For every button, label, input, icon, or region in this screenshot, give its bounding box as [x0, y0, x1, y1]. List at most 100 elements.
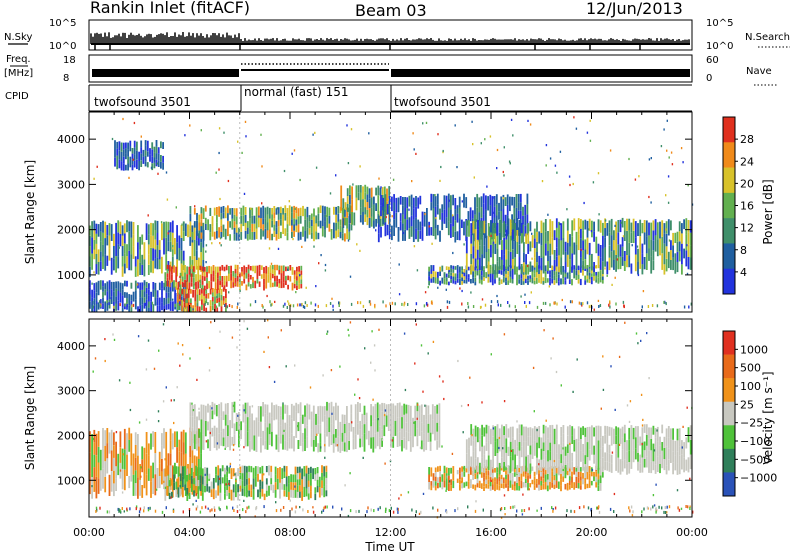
- data-cell-1-2: [299, 431, 302, 446]
- data-cell-0-4: [203, 276, 206, 281]
- data-cell-1-3: [533, 476, 536, 481]
- data-cell-1-4: [481, 457, 483, 469]
- data-cell-1-1: [288, 491, 290, 500]
- data-cell-0-0: [191, 242, 194, 260]
- data-cell-0-2: [160, 161, 162, 169]
- data-cell-1-3: [518, 472, 521, 477]
- data-speck: [461, 271, 464, 275]
- data-cell-0-7: [511, 196, 513, 206]
- data-cell-0-9: [485, 252, 488, 269]
- data-speck: [375, 229, 377, 232]
- data-speck: [157, 420, 160, 423]
- data-cell-0-5: [244, 230, 247, 239]
- data-speck: [198, 279, 200, 283]
- data-speck: [228, 482, 230, 485]
- data-cell-0-7: [506, 194, 509, 205]
- data-cell-1-2: [409, 421, 412, 437]
- data-cell-0-5: [240, 223, 243, 232]
- data-cell-1-0: [165, 431, 168, 453]
- data-cell-0-4: [179, 284, 182, 291]
- data-near-range: [536, 305, 539, 309]
- data-speck: [548, 285, 550, 288]
- data-cell-0-2: [136, 141, 138, 151]
- data-cell-1-2: [363, 433, 366, 443]
- data-cell-0-4: [184, 272, 186, 280]
- data-cell-0-4: [166, 277, 169, 283]
- data-cell-0-8: [542, 281, 545, 285]
- data-cell-1-4: [485, 424, 488, 434]
- data-cell-0-9: [470, 243, 473, 254]
- data-cell-0-0: [180, 237, 183, 251]
- data-cell-1-4: [656, 457, 659, 472]
- data-cell-1-2: [412, 432, 414, 448]
- data-cell-0-4: [186, 281, 189, 290]
- data-cell-0-4: [260, 274, 263, 279]
- data-cell-0-0: [150, 222, 152, 236]
- cpid-segment-2: normal (fast) 151: [244, 85, 348, 99]
- data-cell-0-7: [498, 211, 500, 220]
- data-cell-1-4: [479, 439, 481, 452]
- data-speck: [496, 148, 499, 152]
- data-cell-1-2: [196, 439, 198, 451]
- data-near-range: [542, 301, 545, 305]
- data-near-range: [304, 301, 307, 305]
- data-cell-0-9: [481, 220, 483, 238]
- data-cell-1-1: [232, 468, 235, 477]
- data-cell-0-5: [229, 221, 231, 228]
- data-cell-0-1: [143, 297, 146, 303]
- data-near-range: [236, 305, 238, 309]
- data-cell-0-0: [128, 240, 131, 251]
- data-cell-0-9: [476, 220, 479, 230]
- data-speck: [555, 370, 558, 374]
- data-cell-1-4: [606, 452, 609, 462]
- data-speck: [492, 427, 495, 430]
- data-cell-1-3: [524, 478, 527, 483]
- data-cell-0-5: [200, 226, 203, 233]
- data-cell-0-7: [517, 210, 520, 220]
- data-speck: [667, 175, 670, 178]
- data-cell-0-9: [542, 256, 545, 274]
- data-cell-1-2: [319, 433, 322, 443]
- data-cell-1-2: [240, 430, 242, 440]
- data-cell-1-4: [538, 437, 541, 449]
- data-near-range: [615, 302, 617, 306]
- data-cell-0-0: [167, 231, 170, 242]
- data-cell-0-8: [573, 265, 576, 270]
- data-cell-1-3: [553, 475, 556, 481]
- data-cell-0-8: [566, 272, 569, 279]
- data-near-range: [564, 305, 566, 309]
- data-cell-1-2: [317, 406, 320, 416]
- data-near-range: [587, 506, 590, 510]
- data-cell-0-9: [520, 233, 523, 244]
- data-cell-0-5: [321, 226, 324, 237]
- data-cell-0-5: [227, 228, 229, 237]
- data-speck: [378, 177, 380, 180]
- data-speck: [398, 293, 401, 296]
- ytick-label: 2000: [57, 429, 85, 442]
- data-cell-0-0: [187, 224, 189, 238]
- data-cell-1-2: [323, 424, 326, 434]
- data-cell-1-4: [549, 425, 552, 434]
- data-cell-1-3: [538, 473, 540, 480]
- data-cell-0-5: [302, 226, 304, 237]
- data-cell-1-2: [372, 437, 375, 453]
- data-cell-1-1: [283, 465, 286, 472]
- data-cell-0-7: [399, 196, 402, 205]
- data-cell-1-3: [533, 471, 536, 477]
- data-cell-1-3: [542, 478, 545, 484]
- data-cell-0-4: [221, 281, 224, 288]
- data-cell-0-0: [117, 256, 120, 269]
- data-cell-0-9: [634, 254, 637, 272]
- data-cell-1-1: [232, 492, 235, 501]
- data-cell-0-1: [89, 287, 91, 295]
- data-near-range: [643, 507, 645, 511]
- cpid-label: CPID: [5, 91, 29, 102]
- data-cell-0-2: [138, 161, 140, 171]
- data-cell-0-7: [458, 196, 461, 208]
- data-cell-0-9: [479, 232, 481, 246]
- data-cell-0-4: [239, 278, 241, 285]
- data-cell-0-8: [557, 274, 560, 278]
- data-speck: [568, 175, 571, 178]
- data-cell-1-2: [414, 405, 417, 421]
- data-near-range: [467, 302, 469, 305]
